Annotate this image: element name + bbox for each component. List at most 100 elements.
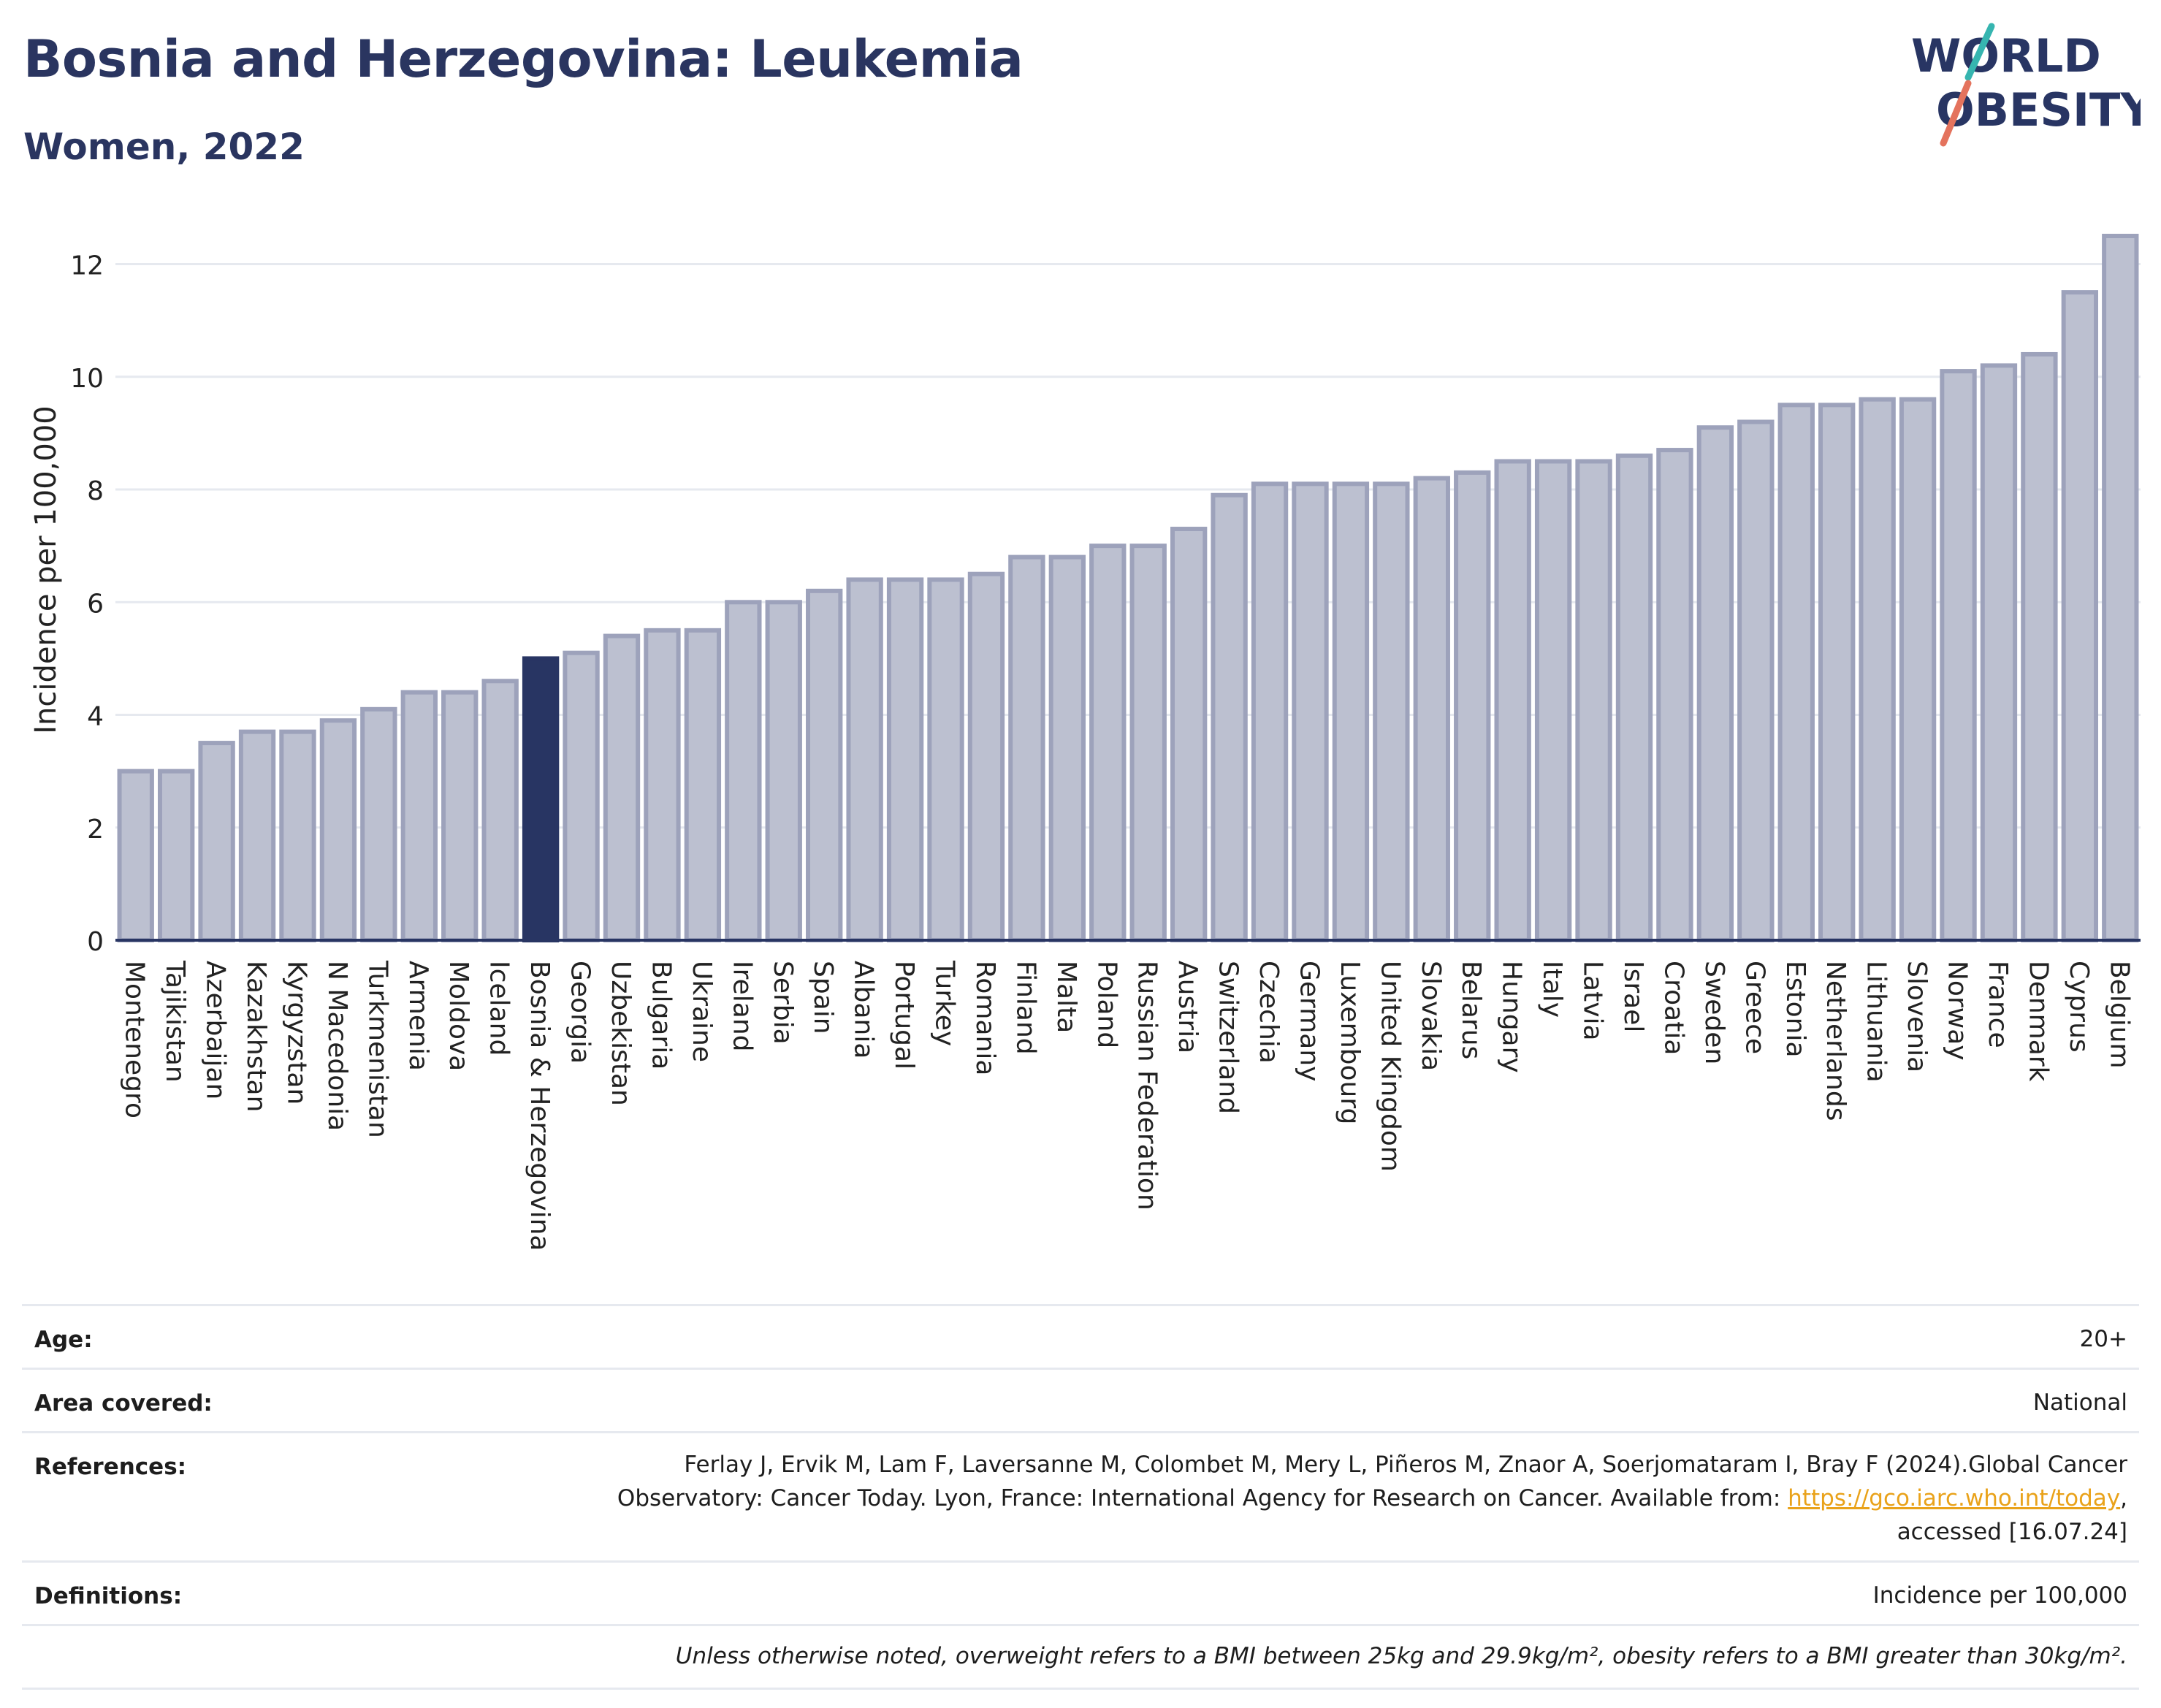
bar-moldova bbox=[441, 690, 479, 942]
x-tick-label: Spain bbox=[808, 961, 838, 1034]
references-line-1: Ferlay J, Ervik M, Lam F, Laversanne M, … bbox=[684, 1452, 2127, 1478]
bar-turkmenistan bbox=[360, 706, 397, 942]
bar-sweden bbox=[1696, 425, 1734, 942]
logo-text-world: WORLD bbox=[1911, 29, 2101, 83]
y-tick-label: 6 bbox=[87, 589, 104, 619]
x-tick-label: Turkmenistan bbox=[362, 960, 392, 1138]
info-row-note: Unless otherwise noted, overweight refer… bbox=[22, 1624, 2139, 1690]
y-tick-label: 0 bbox=[87, 927, 104, 957]
logo-slash-teal bbox=[1964, 23, 1995, 81]
bar-tajikistan bbox=[157, 769, 195, 943]
x-tick-label: Finland bbox=[1010, 961, 1040, 1055]
bar-ireland bbox=[725, 600, 762, 943]
x-tick-label: Serbia bbox=[768, 961, 798, 1045]
bar-czechia bbox=[1251, 481, 1289, 942]
x-tick-label: Turkey bbox=[930, 960, 960, 1046]
references-line-2: Observatory: Cancer Today. Lyon, France:… bbox=[314, 1482, 2127, 1515]
references-link[interactable]: https://gco.iarc.who.int/today bbox=[1788, 1485, 2121, 1511]
y-tick-label: 4 bbox=[87, 702, 104, 732]
bar-austria bbox=[1170, 527, 1208, 942]
x-tick-label: France bbox=[1983, 961, 2013, 1048]
x-tick-label: Italy bbox=[1537, 961, 1567, 1018]
y-tick-label: 8 bbox=[87, 476, 104, 506]
x-tick-label: Switzerland bbox=[1213, 961, 1243, 1114]
x-tick-label: Poland bbox=[1091, 961, 1121, 1048]
bar-germany bbox=[1292, 481, 1329, 942]
bars bbox=[117, 234, 2139, 943]
info-row-age: Age: 20+ bbox=[22, 1304, 2139, 1368]
bar-albania bbox=[846, 577, 883, 942]
world-obesity-logo: WORLD OBESITY bbox=[1911, 23, 2141, 147]
bar-spain bbox=[806, 588, 843, 943]
bar-israel bbox=[1615, 453, 1653, 942]
bar-turkey bbox=[927, 577, 964, 942]
bar-iceland bbox=[481, 679, 519, 942]
bar-kyrgyzstan bbox=[279, 729, 316, 942]
info-row-definitions: Definitions: Incidence per 100,000 bbox=[22, 1560, 2139, 1624]
bar-serbia bbox=[765, 600, 802, 943]
bar-hungary bbox=[1494, 459, 1531, 942]
bar-netherlands bbox=[1818, 403, 1856, 942]
bar-finland bbox=[1008, 554, 1045, 942]
bar-latvia bbox=[1575, 459, 1612, 942]
references-value: Ferlay J, Ervik M, Lam F, Laversanne M, … bbox=[22, 1433, 2139, 1560]
page-title: Bosnia and Herzegovina: Leukemia bbox=[23, 29, 1024, 89]
bar-portugal bbox=[886, 577, 924, 942]
references-line-2-text: Observatory: Cancer Today. Lyon, France:… bbox=[617, 1485, 1788, 1511]
x-tick-label: Russian Federation bbox=[1132, 961, 1162, 1211]
x-tick-label: Israel bbox=[1618, 961, 1648, 1032]
bar-belgium bbox=[2102, 234, 2139, 942]
x-tick-label: Kazakhstan bbox=[241, 961, 271, 1112]
info-table: Age: 20+ Area covered: National Referenc… bbox=[22, 1304, 2139, 1690]
x-tick-label: Albania bbox=[849, 961, 879, 1059]
references-line-3: accessed [16.07.24] bbox=[1897, 1519, 2127, 1545]
x-tick-label: Uzbekistan bbox=[606, 961, 636, 1106]
bar-ukraine bbox=[684, 628, 722, 943]
y-tick-label: 2 bbox=[87, 815, 104, 845]
x-tick-label: Croatia bbox=[1658, 961, 1688, 1055]
x-tick-label: Austria bbox=[1173, 961, 1203, 1053]
x-tick-label: Denmark bbox=[2023, 961, 2053, 1082]
page-subtitle: Women, 2022 bbox=[23, 126, 305, 168]
bar-greece bbox=[1737, 419, 1775, 942]
x-tick-label: Hungary bbox=[1497, 961, 1527, 1073]
x-tick-label: Malta bbox=[1051, 961, 1081, 1033]
bmi-note: Unless otherwise noted, overweight refer… bbox=[675, 1643, 2127, 1669]
y-tick-labels: 0 2 4 6 8 10 12 bbox=[70, 251, 104, 957]
x-tick-label: Romania bbox=[970, 961, 1000, 1075]
x-tick-label: Georgia bbox=[565, 961, 595, 1064]
bar-switzerland bbox=[1211, 492, 1248, 942]
x-tick-label: Latvia bbox=[1578, 961, 1608, 1041]
info-row-area: Area covered: National bbox=[22, 1368, 2139, 1431]
x-tick-labels: Montenegro Tajikistan Azerbaijan Kazakhstan… bbox=[120, 960, 2135, 1251]
bar-bulgaria bbox=[644, 628, 681, 943]
x-tick-label: Estonia bbox=[1780, 961, 1810, 1058]
x-tick-label: Greece bbox=[1739, 961, 1769, 1054]
age-label: Age: bbox=[34, 1327, 93, 1353]
bar-poland bbox=[1089, 544, 1127, 942]
bar-chart: 0 2 4 6 8 10 12 Montenegro Tajikistan Azerbaijan… bbox=[29, 234, 2141, 1251]
x-tick-label: Germany bbox=[1294, 961, 1324, 1081]
bar-france bbox=[1980, 363, 2018, 943]
bar-uzbekistan bbox=[603, 633, 641, 942]
y-tick-label: 12 bbox=[70, 251, 104, 281]
x-tick-label: Bosnia & Herzegovina bbox=[525, 961, 554, 1251]
bar-luxembourg bbox=[1332, 481, 1370, 942]
bar-n-macedonia bbox=[319, 718, 357, 942]
x-tick-label: Moldova bbox=[443, 961, 473, 1071]
y-tick-label: 10 bbox=[70, 364, 104, 394]
bar-slovakia bbox=[1413, 476, 1450, 942]
x-tick-label: Azerbaijan bbox=[201, 961, 231, 1099]
bar-russian-federation bbox=[1129, 544, 1167, 942]
x-tick-label: Belgium bbox=[2104, 961, 2134, 1069]
bar-lithuania bbox=[1859, 397, 1896, 942]
bar-malta bbox=[1048, 554, 1086, 942]
bar-montenegro bbox=[117, 769, 154, 943]
bar-italy bbox=[1534, 459, 1572, 942]
x-tick-label: Belarus bbox=[1456, 961, 1486, 1059]
x-tick-label: Sweden bbox=[1699, 961, 1729, 1064]
x-tick-label: Luxembourg bbox=[1335, 961, 1365, 1124]
info-row-references: References: Ferlay J, Ervik M, Lam F, La… bbox=[22, 1431, 2139, 1560]
references-label: References: bbox=[34, 1454, 187, 1480]
x-tick-label: Ireland bbox=[727, 961, 757, 1052]
